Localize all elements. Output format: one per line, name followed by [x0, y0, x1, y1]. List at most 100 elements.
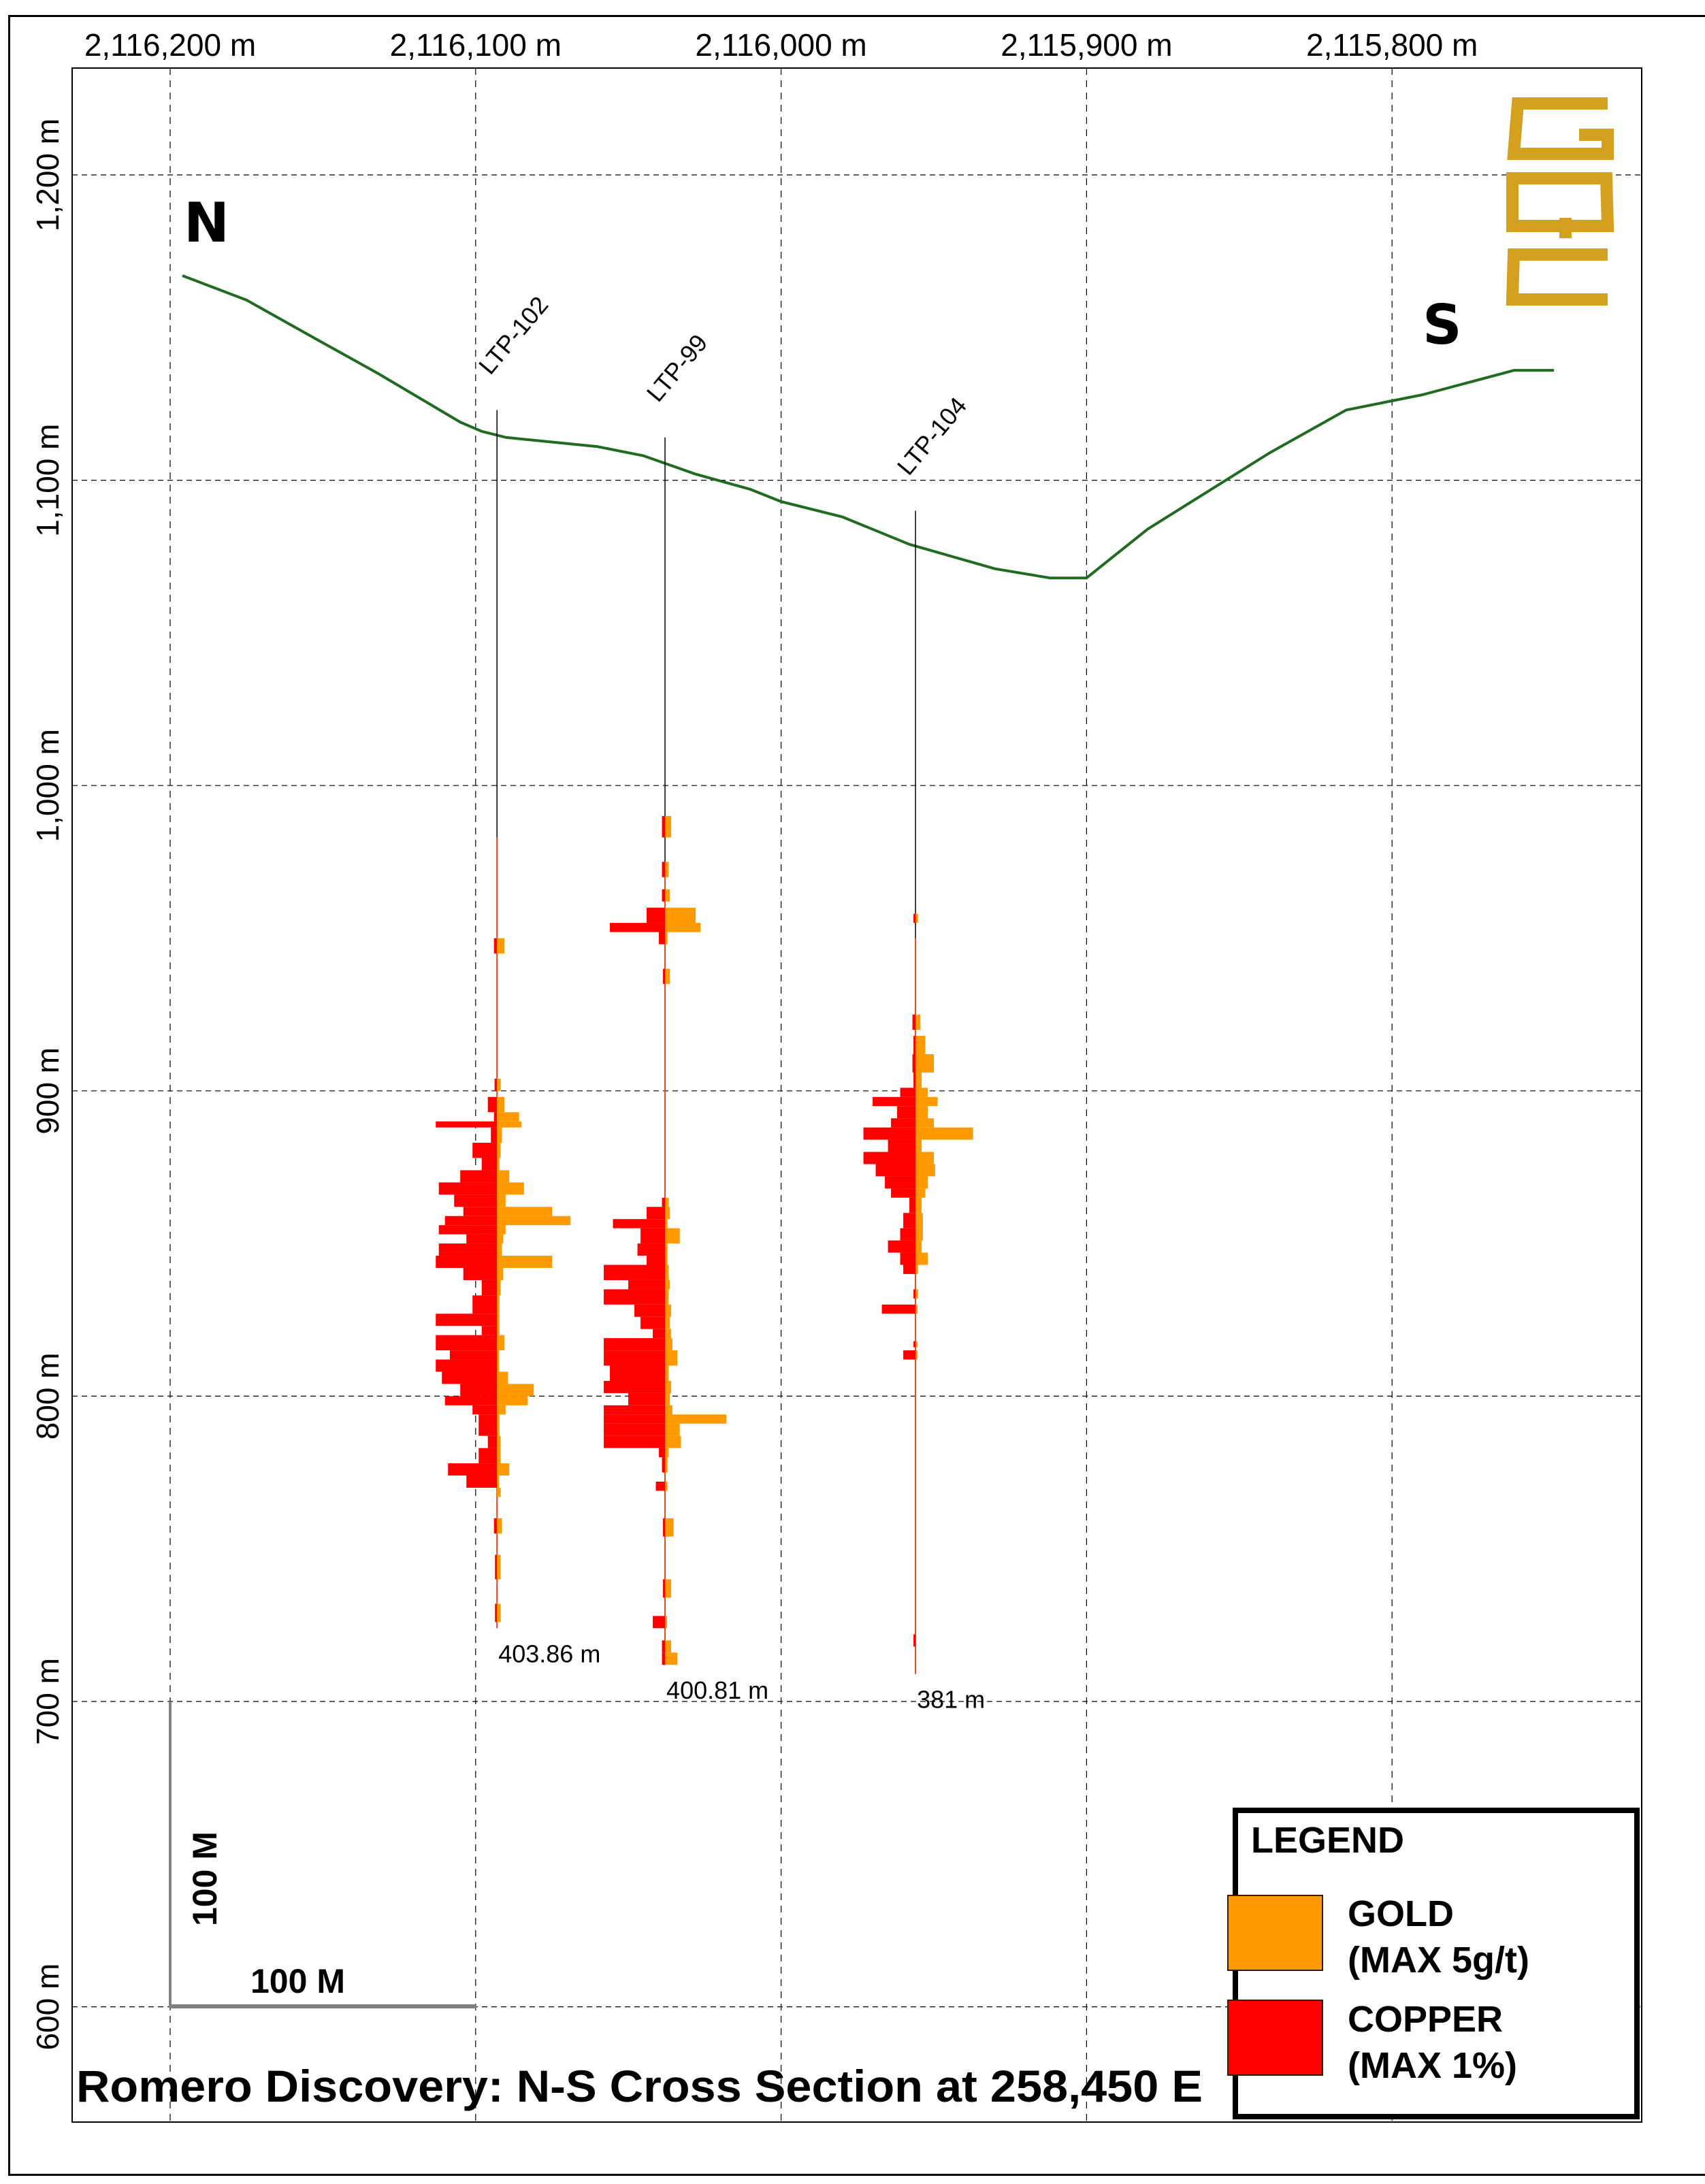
- copper-bar: [662, 1197, 666, 1207]
- copper-bar: [903, 1350, 916, 1360]
- drillhole-depth-label: 400.81 m: [666, 1676, 768, 1704]
- copper-bar: [659, 932, 666, 945]
- copper-bar: [913, 913, 916, 924]
- copper-bar: [460, 1170, 498, 1183]
- gold-bar: [665, 1457, 668, 1473]
- gold-bar: [497, 1280, 501, 1296]
- x-tick-label: 2,115,900 m: [1001, 27, 1172, 63]
- gold-bar: [497, 1182, 524, 1195]
- gold-bar: [665, 1405, 672, 1415]
- copper-bar: [481, 1326, 498, 1335]
- gold-bar: [665, 1197, 669, 1207]
- copper-bar: [442, 1371, 498, 1384]
- y-tick-label: 800 m: [30, 1352, 65, 1439]
- y-tick-label: 900 m: [30, 1047, 65, 1135]
- gold-bar: [665, 1289, 669, 1305]
- copper-bar: [495, 1554, 498, 1580]
- gold-bar: [497, 1518, 502, 1534]
- copper-bar: [610, 923, 666, 932]
- copper-bar: [493, 938, 498, 954]
- gold-bar: [915, 1289, 918, 1299]
- x-tick-label: 2,116,000 m: [695, 27, 866, 63]
- copper-bar: [438, 1225, 498, 1235]
- copper-bar: [663, 1579, 666, 1598]
- copper-bar: [628, 1280, 666, 1290]
- y-tick-label: 1,100 m: [30, 423, 65, 536]
- gold-bar: [665, 907, 696, 924]
- gold-bar: [665, 968, 670, 984]
- gold-bar: [665, 1228, 680, 1244]
- grid-lines: [72, 68, 1642, 2122]
- gold-bar: [665, 932, 668, 945]
- gold-bar: [497, 1335, 505, 1351]
- copper-bar: [655, 1482, 666, 1491]
- copper-bar: [662, 862, 666, 877]
- copper-bar: [628, 1392, 666, 1405]
- gold-bar: [497, 1267, 504, 1280]
- gold-bar: [915, 1072, 922, 1088]
- copper-bar: [604, 1289, 666, 1305]
- gold-bar: [497, 1435, 501, 1448]
- gold-bar: [915, 1054, 935, 1073]
- plot-frame: [71, 67, 1642, 2123]
- outer-frame: [8, 15, 1705, 2176]
- copper-bar: [448, 1463, 498, 1476]
- gold-bar: [915, 1228, 923, 1241]
- gold-bar: [665, 1280, 670, 1290]
- gold-bar: [497, 1396, 528, 1405]
- gold-bar: [665, 1265, 669, 1280]
- gold-bar: [915, 1188, 926, 1198]
- legend-title: LEGEND: [1251, 1820, 1404, 1861]
- gold-bar: [497, 1194, 506, 1207]
- copper-bar: [478, 1448, 498, 1464]
- gold-bar: [915, 1252, 928, 1265]
- gold-bar: [665, 1380, 672, 1393]
- topography-line: [182, 274, 1555, 580]
- gold-bar: [497, 1256, 553, 1268]
- gold-bar: [665, 1616, 668, 1629]
- gold-bar: [665, 1243, 668, 1256]
- gold-bar: [665, 1392, 670, 1405]
- legend: LEGEND GOLD (MAX 5g/t) COPPER (MAX 1%): [1227, 1808, 1640, 2119]
- copper-bar: [912, 1014, 916, 1030]
- copper-bar: [873, 1096, 916, 1107]
- copper-bar: [885, 1176, 916, 1189]
- gold-bar: [497, 1350, 500, 1360]
- copper-bar: [900, 1088, 916, 1097]
- copper-bar: [438, 1243, 498, 1256]
- copper-bar: [604, 1423, 666, 1436]
- gold-bar: [497, 1143, 501, 1158]
- copper-bar: [662, 816, 666, 838]
- copper-bar: [438, 1182, 498, 1195]
- copper-bar: [640, 1316, 666, 1329]
- copper-bar: [903, 1265, 916, 1274]
- gold-bar: [497, 1295, 500, 1314]
- copper-bar: [888, 1139, 916, 1152]
- copper-bar: [662, 1640, 666, 1653]
- gold-bar: [497, 1476, 500, 1488]
- gold-bar: [497, 1243, 502, 1256]
- scale-bar-horizontal-label: 100 M: [250, 1962, 345, 2000]
- copper-bar: [663, 968, 666, 984]
- y-tick-label: 700 m: [30, 1658, 65, 1745]
- copper-bar: [897, 1106, 916, 1119]
- copper-bar: [647, 1256, 666, 1265]
- x-tick-label: 2,116,200 m: [84, 27, 256, 63]
- gold-bar: [915, 1118, 935, 1128]
- gold-bar: [665, 1414, 727, 1424]
- copper-bar: [881, 1304, 916, 1314]
- copper-bar: [662, 1457, 666, 1473]
- copper-bar: [478, 1414, 498, 1436]
- copper-bar: [466, 1476, 498, 1488]
- logo-letter-q: [1506, 172, 1614, 238]
- copper-bar: [891, 1188, 916, 1198]
- copper-bar: [640, 1228, 666, 1244]
- copper-bar: [487, 1435, 498, 1448]
- copper-bar: [903, 1213, 916, 1228]
- copper-bar: [888, 1240, 916, 1253]
- gold-bar: [915, 1265, 918, 1274]
- copper-bar: [472, 1143, 498, 1158]
- legend-swatch-copper: [1227, 2000, 1323, 2076]
- chart-title: Romero Discovery: N-S Cross Section at 2…: [76, 2061, 1203, 2111]
